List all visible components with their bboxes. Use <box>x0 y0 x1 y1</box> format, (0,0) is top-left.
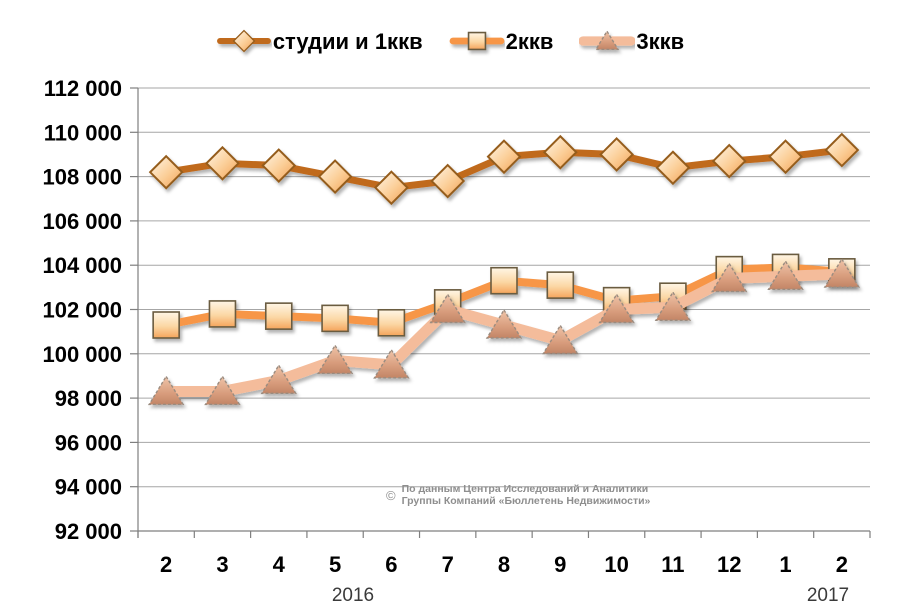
y-tick-label: 102 000 <box>42 298 122 323</box>
y-tick-label: 98 000 <box>55 386 122 411</box>
triangle-marker <box>147 375 185 406</box>
triangle-marker <box>429 293 466 324</box>
watermark-line1: По данным Центра Исследований и Аналитик… <box>401 483 649 495</box>
watermark-line2: Группы Компаний «Бюллетень Недвижимости» <box>401 495 651 507</box>
square-marker <box>152 311 180 339</box>
x-tick-label: 4 <box>273 552 286 577</box>
watermark: © По данным Центра Исследований и Аналит… <box>386 483 650 507</box>
diamond-marker <box>261 148 297 183</box>
legend-label: 2ккв <box>505 29 554 54</box>
triangle-marker <box>485 308 523 339</box>
gridlines <box>138 87 870 532</box>
x-tick-label: 11 <box>661 552 684 577</box>
watermark-text: По данным Центра Исследований и Аналитик… <box>402 483 651 507</box>
y-tick-label: 94 000 <box>55 475 122 500</box>
y-tick-label: 100 000 <box>42 342 122 367</box>
x-tick-label: 2 <box>836 552 848 577</box>
triangle-marker <box>204 375 241 406</box>
square-marker <box>490 266 518 295</box>
x-tick-label: 2 <box>160 552 172 577</box>
legend-item-3kkv: 3ккв <box>579 26 684 58</box>
square-marker <box>264 302 293 330</box>
legend-label: студии и 1ккв <box>272 29 423 54</box>
triangle-marker <box>260 364 298 395</box>
square-marker <box>321 304 349 333</box>
triangle-marker <box>654 290 692 321</box>
x-tick-label: 8 <box>498 552 510 577</box>
diamond-marker <box>655 150 691 186</box>
square-marker <box>546 271 575 299</box>
x-tick-label: 12 <box>717 552 741 577</box>
x-tick-label: 5 <box>329 552 341 577</box>
triangle-marker <box>542 324 579 355</box>
diamond-marker <box>486 139 522 175</box>
x-tick-label: 6 <box>385 552 397 577</box>
y-tick-label: 92 000 <box>55 519 122 544</box>
y-tick-label: 96 000 <box>55 430 122 455</box>
diamond-marker <box>148 154 184 190</box>
x-tick-label: 7 <box>442 552 454 577</box>
x-tick-label: 9 <box>554 552 566 577</box>
diamond-marker <box>373 170 409 206</box>
diamond-marker <box>768 139 803 175</box>
x-year-label: 2017 <box>807 585 849 606</box>
axes <box>130 87 871 538</box>
x-tick-label: 10 <box>604 552 628 577</box>
axis-labels: 92 000 94 000 96 000 98 000 100 000 102 000 10… <box>42 76 849 606</box>
square-marker <box>208 300 237 328</box>
square-marker <box>377 308 406 337</box>
diamond-legend-icon <box>216 29 271 53</box>
y-tick-label: 112 000 <box>44 76 122 101</box>
diamond-marker <box>711 143 747 179</box>
diamond-marker <box>430 163 466 199</box>
legend-item-studii-1kkv: студии и 1ккв <box>216 26 423 58</box>
triangle-marker <box>598 293 635 324</box>
triangle-marker <box>316 344 354 375</box>
y-tick-label: 108 000 <box>42 165 122 190</box>
x-tick-label: 3 <box>216 552 228 577</box>
y-tick-label: 104 000 <box>42 253 122 278</box>
legend: студии и 1ккв 2ккв 3ккв <box>0 26 900 58</box>
series-studii-1kkv <box>148 132 860 206</box>
diamond-marker <box>599 137 635 172</box>
triangle-legend-icon <box>579 29 636 51</box>
diamond-marker <box>824 132 860 168</box>
x-tick-label: 1 <box>779 552 791 577</box>
legend-label: 3ккв <box>636 29 685 54</box>
square-legend-icon <box>449 31 505 51</box>
y-tick-label: 110 000 <box>44 120 122 145</box>
triangle-marker <box>710 262 748 293</box>
copyright-icon: © <box>386 487 396 503</box>
triangle-marker <box>373 348 410 379</box>
x-year-label: 2016 <box>332 585 374 606</box>
series-3kkv <box>147 257 861 406</box>
diamond-marker <box>317 159 353 195</box>
diamond-marker <box>542 134 578 170</box>
triangle-marker <box>767 259 804 290</box>
y-tick-label: 106 000 <box>42 209 122 234</box>
legend-item-2kkv: 2ккв <box>449 26 554 58</box>
diamond-marker <box>205 145 240 181</box>
triangle-marker <box>823 257 861 288</box>
